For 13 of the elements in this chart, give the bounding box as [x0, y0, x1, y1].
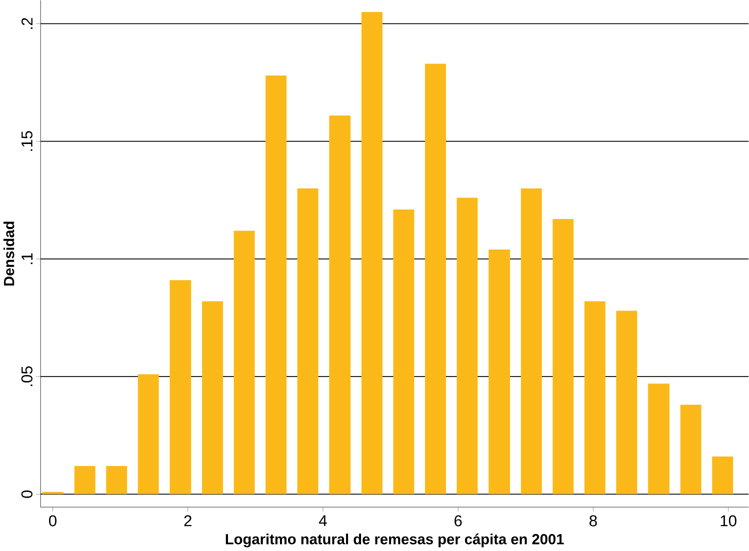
x-tick-label: 4 [318, 515, 327, 526]
y-tick-label: .15 [22, 131, 32, 151]
x-axis-title: Logaritmo natural de remesas per cápita en 2001 [226, 534, 564, 548]
x-tick-label: 8 [590, 515, 597, 526]
y-tick-label: .05 [21, 366, 32, 386]
x-tick-label: 2 [184, 515, 192, 526]
y-tick-label: 0 [21, 490, 32, 498]
x-tick-label: 10 [720, 515, 736, 526]
y-tick-label: .2 [22, 18, 32, 29]
x-tick-label: 6 [454, 515, 462, 526]
x-tick-label: 0 [49, 515, 56, 526]
y-tick-label: .1 [22, 253, 32, 264]
y-axis-title: Densidad [3, 222, 14, 286]
